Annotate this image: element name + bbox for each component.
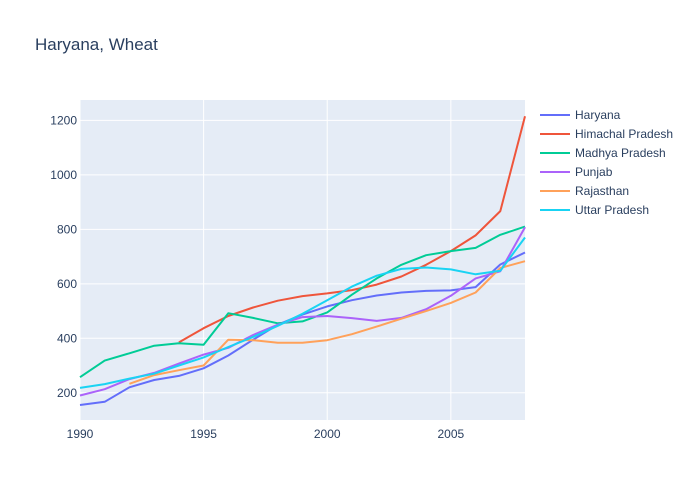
legend-item-uttar-pradesh[interactable]: Uttar Pradesh xyxy=(540,203,649,217)
x-tick-label: 1990 xyxy=(67,427,94,441)
legend-item-madhya-pradesh[interactable]: Madhya Pradesh xyxy=(540,146,666,160)
legend-label: Madhya Pradesh xyxy=(575,146,666,160)
series-lines xyxy=(79,116,526,406)
series-line-madhya-pradesh xyxy=(79,225,526,379)
legend-label: Himachal Pradesh xyxy=(575,127,673,141)
plot-area xyxy=(80,100,525,420)
y-tick-label: 800 xyxy=(57,222,77,236)
legend[interactable]: Haryana Himachal Pradesh Madhya Pradesh Pun… xyxy=(540,108,673,217)
chart-title: Haryana, Wheat xyxy=(35,35,158,54)
legend-item-haryana[interactable]: Haryana xyxy=(540,108,621,122)
series-line-himachal-pradesh xyxy=(178,116,526,344)
axis-ticks: 1990 1995 2000 2005 200 400 600 800 1000 1200 xyxy=(50,113,464,441)
series-line-uttar-pradesh xyxy=(79,236,526,389)
legend-item-punjab[interactable]: Punjab xyxy=(540,165,613,179)
y-tick-label: 200 xyxy=(57,386,77,400)
y-tick-label: 1200 xyxy=(50,113,77,127)
legend-item-himachal-pradesh[interactable]: Himachal Pradesh xyxy=(540,127,673,141)
legend-label: Uttar Pradesh xyxy=(575,203,649,217)
y-tick-label: 600 xyxy=(57,277,77,291)
legend-item-rajasthan[interactable]: Rajasthan xyxy=(540,184,629,198)
legend-label: Haryana xyxy=(575,108,621,122)
x-tick-label: 1995 xyxy=(190,427,217,441)
y-tick-label: 400 xyxy=(57,331,77,345)
legend-label: Punjab xyxy=(575,165,613,179)
x-tick-label: 2000 xyxy=(314,427,341,441)
x-tick-label: 2005 xyxy=(437,427,464,441)
series-line-rajasthan xyxy=(129,260,526,385)
grid-lines xyxy=(79,100,525,420)
legend-label: Rajasthan xyxy=(575,184,629,198)
y-tick-label: 1000 xyxy=(50,168,77,182)
